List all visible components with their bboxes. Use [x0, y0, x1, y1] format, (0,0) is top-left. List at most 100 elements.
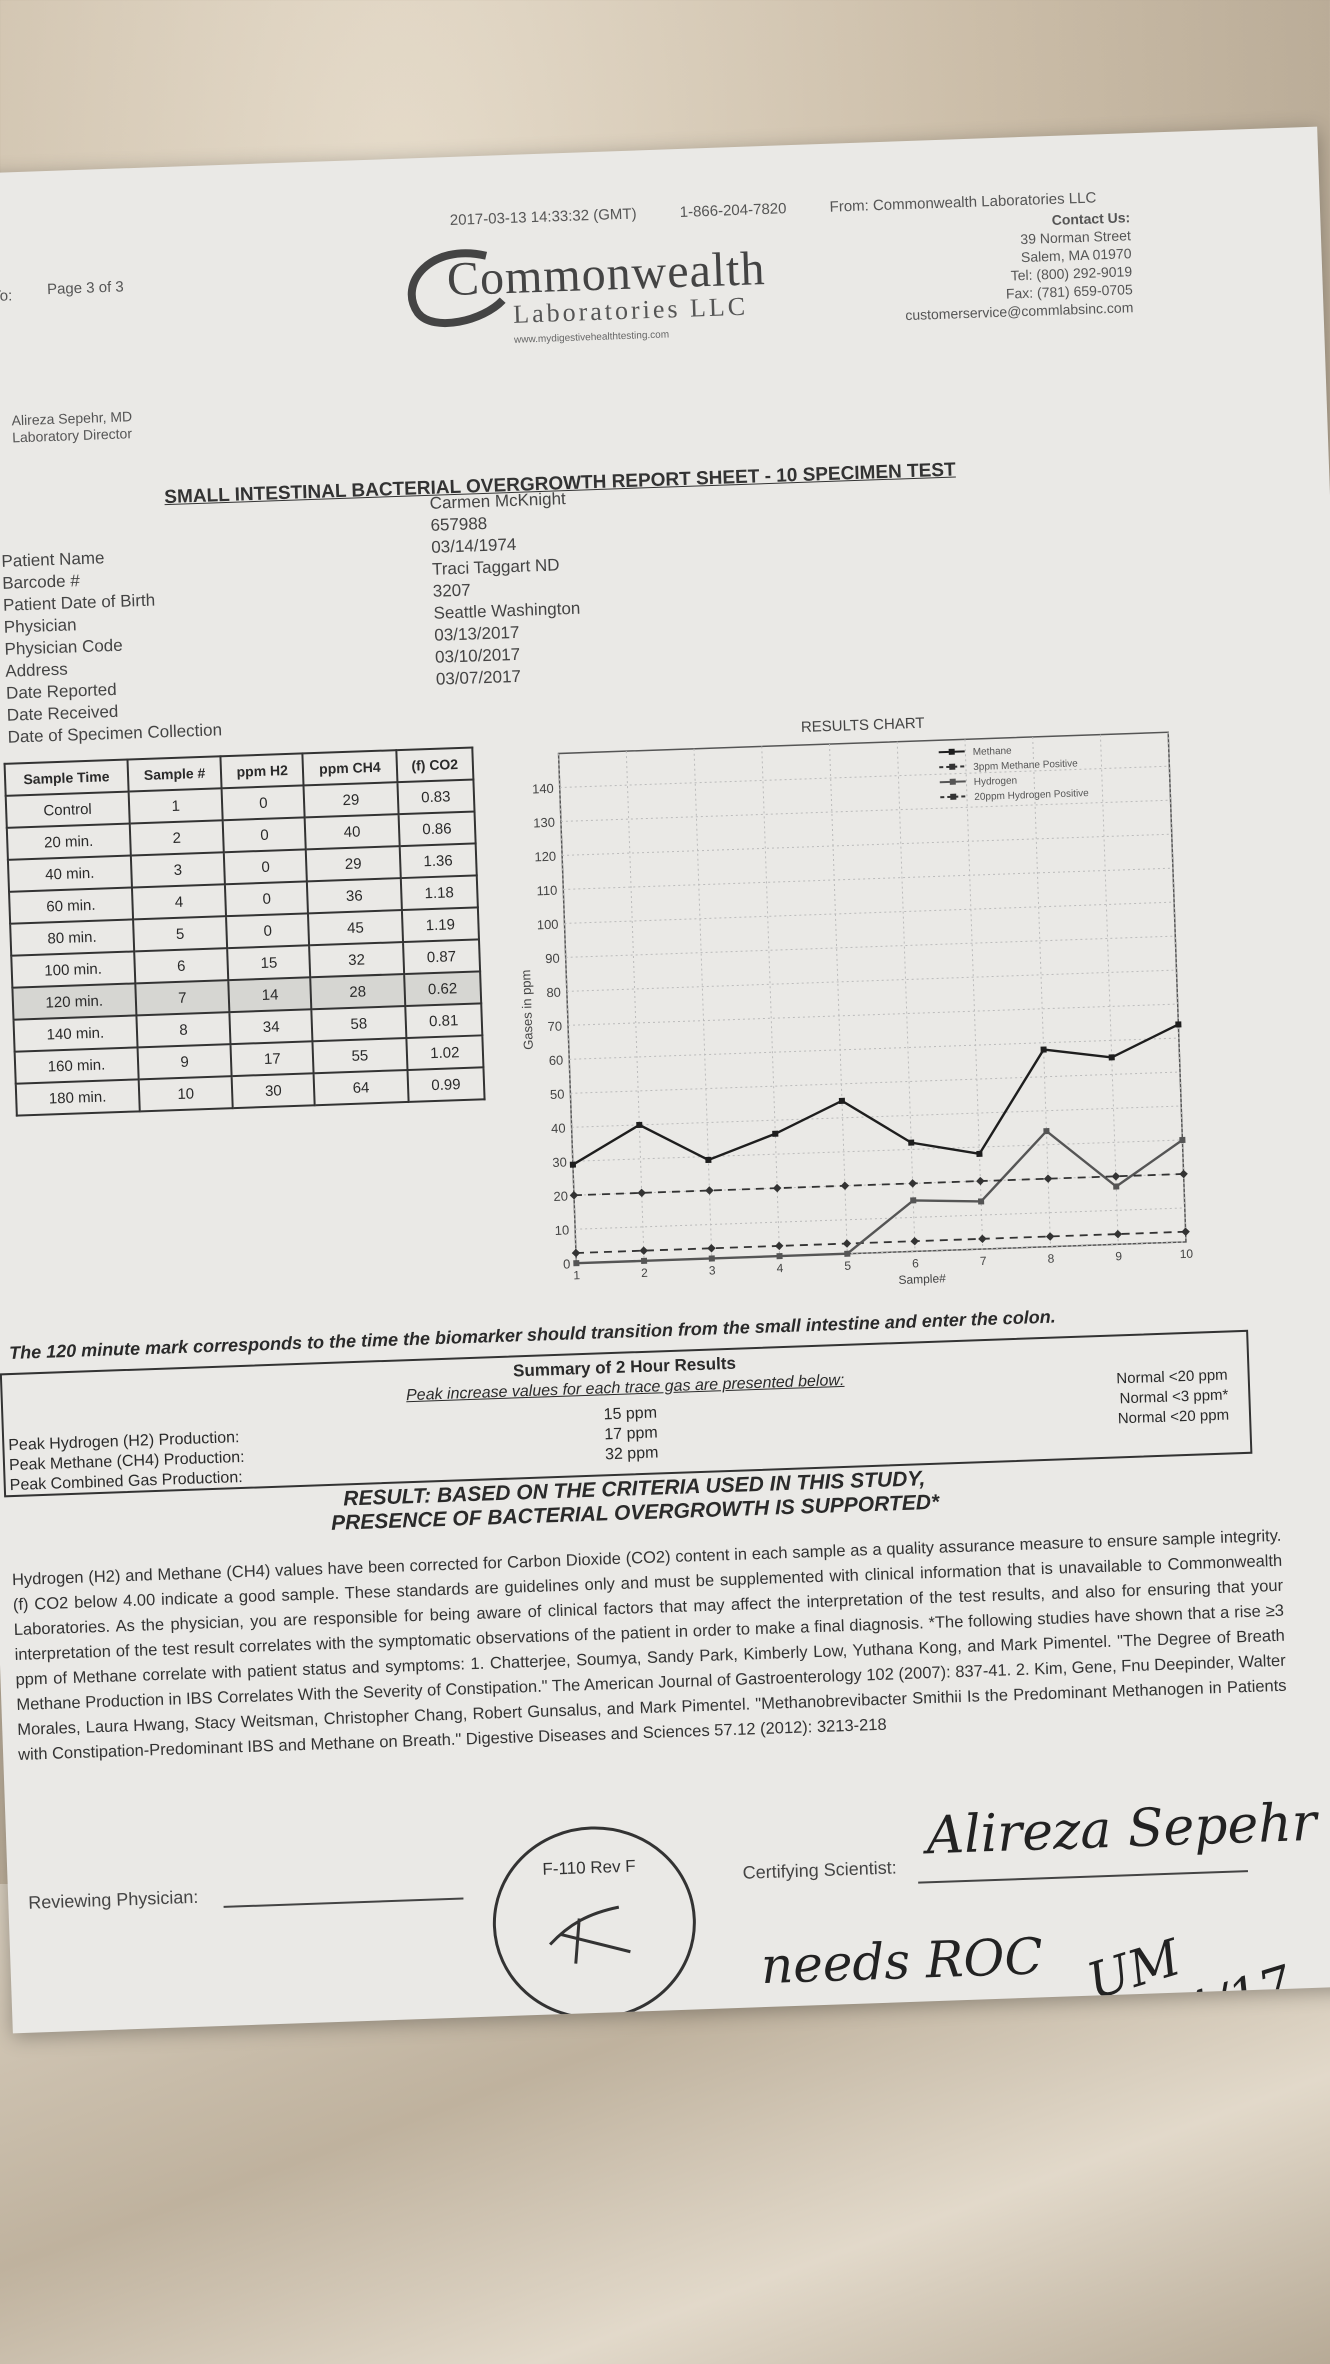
table-cell: 0.86 [398, 811, 476, 847]
table-cell: 2 [129, 820, 225, 856]
grid-line [570, 1071, 1181, 1094]
x-tick-label: 6 [912, 1256, 919, 1270]
grid-line [828, 744, 848, 1254]
grid-line [566, 969, 1177, 992]
grid-line [571, 1105, 1182, 1128]
patient-labels: Patient Name Barcode # Patient Date of Bir… [1, 543, 222, 748]
x-axis-label: Sample# [898, 1271, 946, 1287]
x-tick-label: 5 [844, 1259, 851, 1273]
series-marker [708, 1255, 715, 1262]
series-marker [705, 1156, 712, 1164]
table-cell: 180 min. [15, 1079, 140, 1116]
summary-normal: Normal <3 ppm* [1119, 1386, 1229, 1408]
stamp [492, 1826, 696, 2020]
series-marker [1043, 1174, 1053, 1183]
grid-line [565, 935, 1176, 958]
table-cell: 0.99 [407, 1067, 485, 1102]
x-tick-label: 4 [776, 1261, 783, 1275]
series-line [575, 1230, 1186, 1254]
table-cell: 5 [132, 916, 228, 952]
table-cell: 15 [227, 945, 311, 981]
table-cell: 1.18 [400, 875, 478, 911]
grid-line [964, 739, 984, 1250]
series-marker [977, 1198, 985, 1205]
grid-line [575, 1207, 1185, 1230]
chart-title: RESULTS CHART [801, 715, 925, 736]
legend-label: 20ppm Hydrogen Positive [974, 788, 1089, 803]
form-code: F-110 Rev F [542, 1856, 636, 1879]
series-marker [1113, 1229, 1123, 1239]
legend-marker [948, 748, 955, 755]
grid-line [560, 799, 1171, 822]
legend-label: Hydrogen [974, 776, 1018, 789]
y-tick-label: 30 [552, 1154, 567, 1169]
table-cell: 0 [223, 817, 306, 853]
series-marker [976, 1150, 983, 1157]
series-marker [571, 1248, 581, 1258]
table-cell: 60 min. [9, 887, 133, 924]
series-marker [842, 1239, 852, 1248]
page-number: Page 3 of 3 [46, 278, 125, 299]
table-cell: 32 [309, 942, 404, 978]
series-marker [639, 1246, 648, 1255]
x-tick-label: 8 [1047, 1252, 1054, 1266]
summary-normal: Normal <20 ppm [1117, 1406, 1230, 1428]
series-marker [1108, 1054, 1115, 1061]
y-tick-label: 110 [536, 883, 557, 899]
table-cell: 8 [136, 1012, 231, 1048]
column-header: (f) CO2 [396, 747, 474, 783]
series-marker [1179, 1169, 1188, 1179]
report-paper: 2017-03-13 14:33:32 (GMT) 1-866-204-7820… [0, 126, 1330, 2034]
table-cell: 17 [230, 1041, 314, 1077]
director-block: Alireza Sepehr, MD Laboratory Director [11, 408, 133, 446]
y-tick-label: 0 [563, 1256, 571, 1271]
legend-label: Methane [973, 746, 1013, 758]
series-marker [1175, 1021, 1182, 1028]
series-line [576, 1129, 1184, 1265]
table-cell: 29 [305, 846, 401, 882]
y-tick-label: 100 [537, 917, 559, 933]
series-marker [1043, 1128, 1050, 1135]
summary-value: 15 ppm [603, 1404, 658, 1424]
grid-line [563, 867, 1173, 890]
column-header: ppm CH4 [302, 750, 398, 786]
series-marker [569, 1161, 577, 1168]
grid-line [1167, 732, 1187, 1242]
series-line [573, 1173, 1184, 1197]
fax-phone: 1-866-204-7820 [679, 200, 787, 221]
table-cell: 55 [312, 1038, 408, 1074]
table-cell: 1.19 [401, 907, 479, 943]
series-marker [707, 1244, 716, 1253]
table-cell: 30 [231, 1073, 315, 1109]
grid-line [569, 1037, 1179, 1060]
logo-url: www.mydigestivehealthtesting.com [513, 329, 670, 346]
table-cell: 6 [133, 948, 229, 984]
sample-table: Sample Time Sample # ppm H2 ppm CH4 (f) CO2 C… [4, 746, 486, 1116]
table-cell: 160 min. [14, 1047, 139, 1084]
series-marker [776, 1253, 783, 1260]
plot-frame [557, 731, 1187, 1264]
legend-marker [949, 778, 956, 785]
table-cell: 80 min. [10, 919, 134, 956]
grid-line [693, 748, 713, 1259]
series-marker [908, 1179, 917, 1188]
series-marker [640, 1257, 648, 1264]
table-cell: 0.62 [403, 971, 482, 1007]
table-cell: 28 [310, 974, 406, 1010]
table-cell: 0 [224, 849, 307, 885]
grid-line [562, 833, 1172, 856]
series-marker [844, 1250, 851, 1257]
table-cell: 0.81 [405, 1003, 483, 1039]
table-cell: 58 [311, 1006, 407, 1042]
grid-line [564, 901, 1175, 924]
column-header: Sample # [127, 756, 222, 792]
signature: Alireza Sepehr [925, 1792, 1318, 1867]
fax-timestamp: 2017-03-13 14:33:32 (GMT) [449, 205, 637, 229]
summary-value: 32 ppm [604, 1444, 659, 1464]
table-cell: 14 [228, 977, 312, 1013]
grid-line [572, 1139, 1183, 1162]
series-marker [705, 1186, 714, 1195]
grid-line [761, 746, 781, 1257]
y-tick-label: 120 [534, 849, 556, 865]
